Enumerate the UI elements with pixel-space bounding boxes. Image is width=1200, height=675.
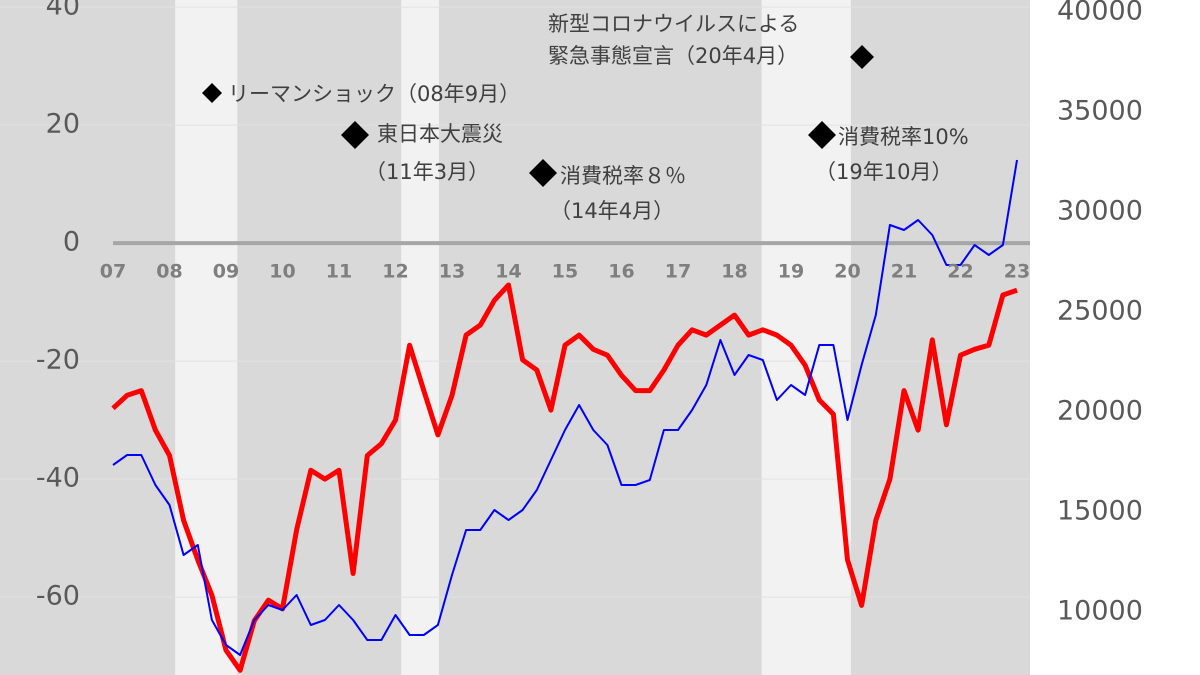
- shaded-band: [401, 0, 440, 675]
- y2-tick-label: 15000: [1057, 496, 1143, 527]
- diamond: [341, 121, 369, 149]
- annotation: 東日本大震災: [377, 122, 503, 146]
- x-tick-label: 20: [834, 261, 860, 283]
- y2-tick-label: 35000: [1057, 96, 1143, 127]
- y-tick-label: 0: [63, 227, 80, 258]
- y2-tick-label: 30000: [1057, 196, 1143, 227]
- y-tick-label: 20: [46, 109, 80, 140]
- y2-tick-label: 40000: [1057, 0, 1143, 27]
- x-tick-label: 21: [891, 261, 917, 283]
- y-tick-label: 40: [46, 0, 80, 22]
- diamond: [808, 121, 836, 149]
- y-tick-label: -60: [36, 581, 80, 612]
- diamond: [850, 45, 874, 69]
- annotation: 消費税率10%: [838, 125, 969, 149]
- x-tick-label: 10: [269, 261, 295, 283]
- x-tick-label: 19: [778, 261, 804, 283]
- annotation-markers: [202, 45, 874, 187]
- y2-tick-label: 25000: [1057, 296, 1143, 327]
- x-tick-label: 23: [1004, 261, 1030, 283]
- x-tick-label: 11: [326, 261, 352, 283]
- x-tick-label: 18: [721, 261, 747, 283]
- annotation: 消費税率８％: [560, 164, 686, 188]
- x-tick-label: 12: [382, 261, 408, 283]
- y2-tick-label: 10000: [1057, 596, 1143, 627]
- y-tick-label: -20: [36, 345, 80, 376]
- annotation: リーマンショック（08年9月）: [228, 82, 520, 106]
- plot-background: [0, 0, 1030, 675]
- annotation: 緊急事態宣言（20年4月）: [548, 44, 798, 68]
- x-tick-label: 22: [947, 261, 973, 283]
- annotation: （11年3月）: [365, 160, 489, 184]
- x-tick-label: 09: [213, 261, 239, 283]
- series-line: [112, 159, 1018, 656]
- x-tick-label: 15: [552, 261, 578, 283]
- x-tick-label: 07: [100, 261, 126, 283]
- y2-tick-label: 20000: [1057, 396, 1143, 427]
- x-tick-label: 17: [665, 261, 691, 283]
- x-tick-label: 14: [495, 261, 521, 283]
- x-tick-label: 16: [608, 261, 634, 283]
- shaded-band: [761, 0, 851, 675]
- x-tick-label: 13: [439, 261, 465, 283]
- diamond: [202, 83, 222, 103]
- annotation: （14年4月）: [550, 199, 674, 223]
- annotation: 新型コロナウイルスによる: [548, 12, 799, 36]
- y-tick-label: -40: [36, 463, 80, 494]
- series-line: [111, 282, 1018, 673]
- shaded-band: [175, 0, 238, 675]
- x-tick-label: 08: [156, 261, 182, 283]
- diamond: [529, 159, 557, 187]
- annotation: （19年10月）: [815, 160, 952, 184]
